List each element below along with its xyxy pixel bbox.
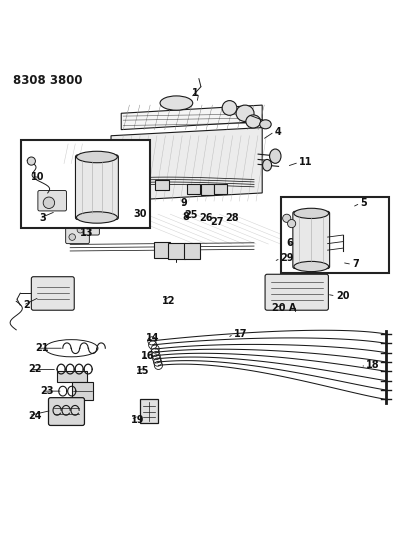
FancyBboxPatch shape (155, 180, 169, 190)
Text: 23: 23 (40, 386, 54, 396)
FancyBboxPatch shape (72, 382, 93, 400)
Ellipse shape (262, 159, 271, 171)
FancyBboxPatch shape (168, 243, 184, 259)
Circle shape (77, 227, 83, 233)
FancyBboxPatch shape (63, 208, 89, 227)
Text: 24: 24 (28, 410, 42, 421)
Text: 10: 10 (31, 172, 45, 182)
Text: 1: 1 (192, 88, 198, 98)
Ellipse shape (76, 151, 117, 163)
Text: 7: 7 (351, 260, 358, 270)
Polygon shape (121, 105, 262, 130)
FancyBboxPatch shape (31, 277, 74, 310)
Ellipse shape (236, 105, 254, 122)
Text: 8: 8 (182, 213, 189, 222)
Text: 11: 11 (298, 157, 312, 167)
Text: 2: 2 (23, 300, 30, 310)
Text: 9: 9 (180, 198, 187, 208)
Text: 16: 16 (140, 351, 153, 361)
FancyBboxPatch shape (65, 225, 89, 244)
Text: 30: 30 (133, 209, 147, 219)
FancyBboxPatch shape (183, 243, 200, 259)
Ellipse shape (160, 96, 192, 110)
Circle shape (43, 197, 54, 208)
Text: 25: 25 (183, 211, 197, 221)
Circle shape (69, 234, 75, 240)
FancyBboxPatch shape (265, 274, 328, 310)
Text: 6: 6 (286, 238, 293, 248)
Text: 20: 20 (335, 291, 348, 301)
Text: 20 Α: 20 Α (272, 303, 296, 313)
Bar (280, 197, 388, 272)
FancyBboxPatch shape (200, 184, 213, 195)
Circle shape (27, 157, 35, 165)
FancyBboxPatch shape (57, 371, 87, 382)
Text: 28: 28 (225, 213, 238, 223)
FancyBboxPatch shape (38, 190, 66, 211)
Text: 22: 22 (28, 365, 42, 375)
Polygon shape (111, 127, 262, 201)
Text: 13: 13 (80, 228, 94, 238)
Ellipse shape (293, 208, 328, 219)
Ellipse shape (245, 115, 260, 128)
Text: 29: 29 (280, 253, 293, 263)
FancyBboxPatch shape (292, 212, 329, 269)
Text: 14: 14 (145, 333, 159, 343)
FancyBboxPatch shape (75, 155, 118, 220)
FancyBboxPatch shape (78, 216, 99, 235)
Text: 18: 18 (366, 360, 379, 370)
Text: 4: 4 (274, 127, 281, 136)
Text: 15: 15 (135, 366, 149, 376)
FancyBboxPatch shape (153, 242, 170, 259)
Text: 5: 5 (360, 198, 366, 208)
Ellipse shape (76, 212, 117, 223)
Text: 27: 27 (209, 216, 223, 227)
FancyBboxPatch shape (48, 398, 84, 425)
FancyBboxPatch shape (213, 183, 227, 194)
Circle shape (287, 220, 295, 228)
FancyBboxPatch shape (139, 399, 158, 423)
Ellipse shape (269, 149, 280, 163)
Bar (21, 140, 149, 228)
Text: 3: 3 (39, 213, 46, 223)
Ellipse shape (259, 120, 270, 129)
Text: 26: 26 (198, 213, 212, 223)
Circle shape (66, 219, 72, 225)
Ellipse shape (293, 261, 328, 272)
Ellipse shape (222, 101, 236, 115)
Text: 17: 17 (233, 329, 247, 339)
Circle shape (282, 214, 290, 222)
Text: 21: 21 (35, 343, 49, 353)
FancyBboxPatch shape (187, 183, 200, 194)
Text: 19: 19 (130, 415, 144, 425)
Text: 8308 3800: 8308 3800 (13, 74, 82, 87)
Text: 12: 12 (162, 296, 175, 306)
